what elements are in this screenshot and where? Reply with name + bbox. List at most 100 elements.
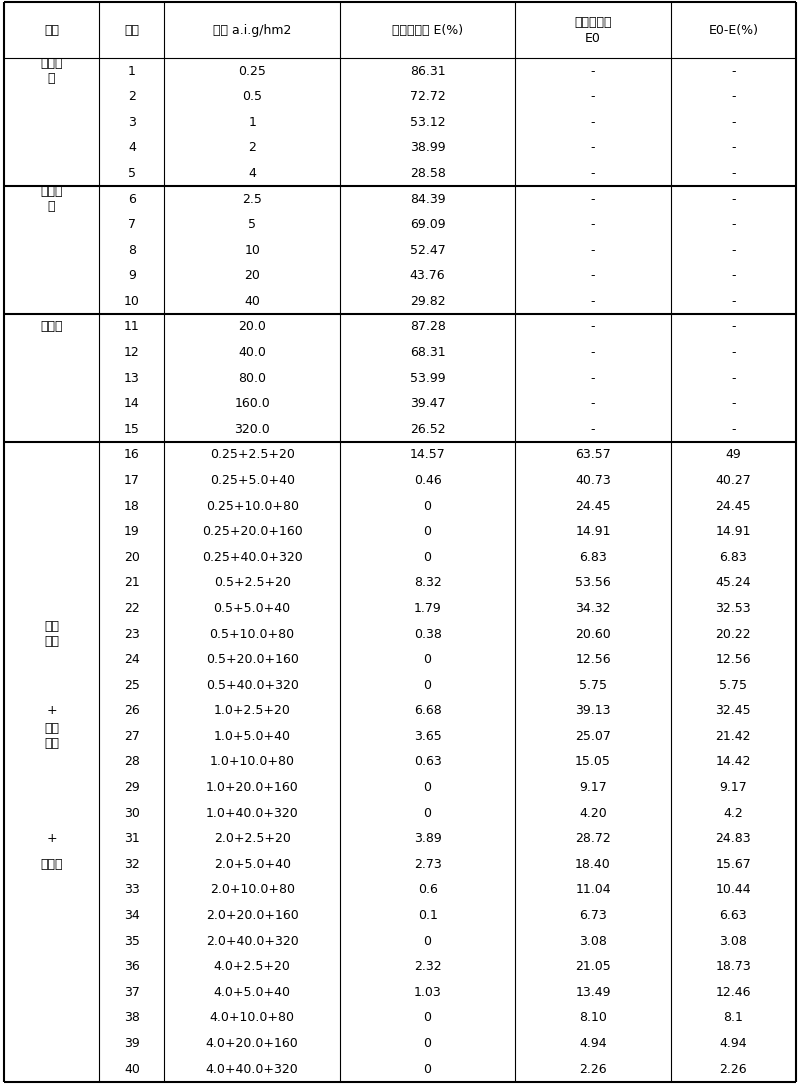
Text: 1.0+2.5+20: 1.0+2.5+20	[214, 705, 290, 718]
Text: 3.89: 3.89	[414, 833, 442, 846]
Text: -: -	[590, 423, 595, 436]
Text: -: -	[590, 167, 595, 180]
Text: 14.57: 14.57	[410, 449, 446, 462]
Text: 29: 29	[124, 782, 140, 795]
Text: 20.22: 20.22	[715, 628, 751, 641]
Text: 17: 17	[124, 474, 140, 487]
Text: -: -	[590, 141, 595, 154]
Text: 18: 18	[124, 500, 140, 513]
Text: 1.0+40.0+320: 1.0+40.0+320	[206, 806, 298, 820]
Text: 12.56: 12.56	[575, 654, 610, 667]
Text: 硝磺
草酮: 硝磺 草酮	[44, 722, 59, 750]
Text: 1: 1	[128, 65, 136, 78]
Text: 4.0+20.0+160: 4.0+20.0+160	[206, 1037, 298, 1050]
Text: 29.82: 29.82	[410, 295, 446, 308]
Text: 10.44: 10.44	[715, 883, 751, 896]
Text: -: -	[590, 218, 595, 231]
Text: 43.76: 43.76	[410, 269, 446, 282]
Text: +: +	[46, 705, 57, 718]
Text: 0.5+2.5+20: 0.5+2.5+20	[214, 577, 290, 590]
Text: 药剂: 药剂	[44, 24, 59, 37]
Text: 26.52: 26.52	[410, 423, 446, 436]
Text: 序号: 序号	[124, 24, 139, 37]
Text: 3.08: 3.08	[579, 934, 607, 947]
Text: 16: 16	[124, 449, 140, 462]
Text: 砜嘧磺
隆: 砜嘧磺 隆	[40, 57, 63, 86]
Text: 2.73: 2.73	[414, 857, 442, 870]
Text: 4.0+5.0+40: 4.0+5.0+40	[214, 985, 290, 998]
Text: 20: 20	[244, 269, 260, 282]
Text: 28.72: 28.72	[575, 833, 611, 846]
Text: 2: 2	[248, 141, 256, 154]
Text: 0.5+40.0+320: 0.5+40.0+320	[206, 679, 298, 692]
Text: 12.56: 12.56	[715, 654, 751, 667]
Text: 6.83: 6.83	[719, 551, 747, 564]
Text: 4.94: 4.94	[719, 1037, 747, 1050]
Text: 24.45: 24.45	[575, 500, 610, 513]
Text: 20.0: 20.0	[238, 321, 266, 334]
Text: -: -	[731, 218, 735, 231]
Text: 49: 49	[726, 449, 742, 462]
Text: -: -	[731, 295, 735, 308]
Text: 2.5: 2.5	[242, 193, 262, 206]
Text: 7: 7	[128, 218, 136, 231]
Text: 1.0+10.0+80: 1.0+10.0+80	[210, 756, 294, 769]
Text: 4.94: 4.94	[579, 1037, 606, 1050]
Text: -: -	[731, 193, 735, 206]
Text: 4.0+40.0+320: 4.0+40.0+320	[206, 1062, 298, 1075]
Text: -: -	[731, 372, 735, 385]
Text: 40.27: 40.27	[715, 474, 751, 487]
Text: 0.5+20.0+160: 0.5+20.0+160	[206, 654, 298, 667]
Text: 5: 5	[128, 167, 136, 180]
Text: E0-E(%): E0-E(%)	[708, 24, 758, 37]
Text: 0.6: 0.6	[418, 883, 438, 896]
Text: 0.25+5.0+40: 0.25+5.0+40	[210, 474, 294, 487]
Text: 86.31: 86.31	[410, 65, 446, 78]
Text: 6.73: 6.73	[579, 909, 607, 922]
Text: 实测存活率 E(%): 实测存活率 E(%)	[392, 24, 463, 37]
Text: 0: 0	[423, 551, 431, 564]
Text: 160.0: 160.0	[234, 397, 270, 410]
Text: 80.0: 80.0	[238, 372, 266, 385]
Text: 63.57: 63.57	[575, 449, 611, 462]
Text: -: -	[590, 116, 595, 129]
Text: 8.10: 8.10	[579, 1011, 607, 1024]
Text: 6: 6	[128, 193, 136, 206]
Text: 68.31: 68.31	[410, 346, 446, 359]
Text: 2: 2	[128, 90, 136, 103]
Text: 0.46: 0.46	[414, 474, 442, 487]
Text: 14: 14	[124, 397, 140, 410]
Text: -: -	[731, 346, 735, 359]
Text: 0: 0	[423, 654, 431, 667]
Text: 40.0: 40.0	[238, 346, 266, 359]
Text: 21.05: 21.05	[575, 960, 611, 973]
Text: 4: 4	[128, 141, 136, 154]
Text: 34.32: 34.32	[575, 602, 610, 615]
Text: 14.42: 14.42	[715, 756, 751, 769]
Text: 84.39: 84.39	[410, 193, 446, 206]
Text: 38: 38	[124, 1011, 140, 1024]
Text: 0: 0	[423, 1037, 431, 1050]
Text: -: -	[590, 397, 595, 410]
Text: 15.67: 15.67	[715, 857, 751, 870]
Text: 0.5+10.0+80: 0.5+10.0+80	[210, 628, 294, 641]
Text: 8: 8	[128, 244, 136, 257]
Text: +: +	[46, 833, 57, 846]
Text: 3.65: 3.65	[414, 730, 442, 743]
Text: 26: 26	[124, 705, 140, 718]
Text: 3: 3	[128, 116, 136, 129]
Text: 40: 40	[124, 1062, 140, 1075]
Text: 2.32: 2.32	[414, 960, 442, 973]
Text: 30: 30	[124, 806, 140, 820]
Text: 1: 1	[248, 116, 256, 129]
Text: -: -	[590, 295, 595, 308]
Text: -: -	[731, 397, 735, 410]
Text: 0: 0	[423, 806, 431, 820]
Text: 31: 31	[124, 833, 140, 846]
Text: 硝磺草
酮: 硝磺草 酮	[40, 185, 63, 214]
Text: 2.0+10.0+80: 2.0+10.0+80	[210, 883, 294, 896]
Text: 4.2: 4.2	[723, 806, 743, 820]
Text: 18.40: 18.40	[575, 857, 611, 870]
Text: 砜嘧
磺隆: 砜嘧 磺隆	[44, 620, 59, 648]
Text: 13.49: 13.49	[575, 985, 610, 998]
